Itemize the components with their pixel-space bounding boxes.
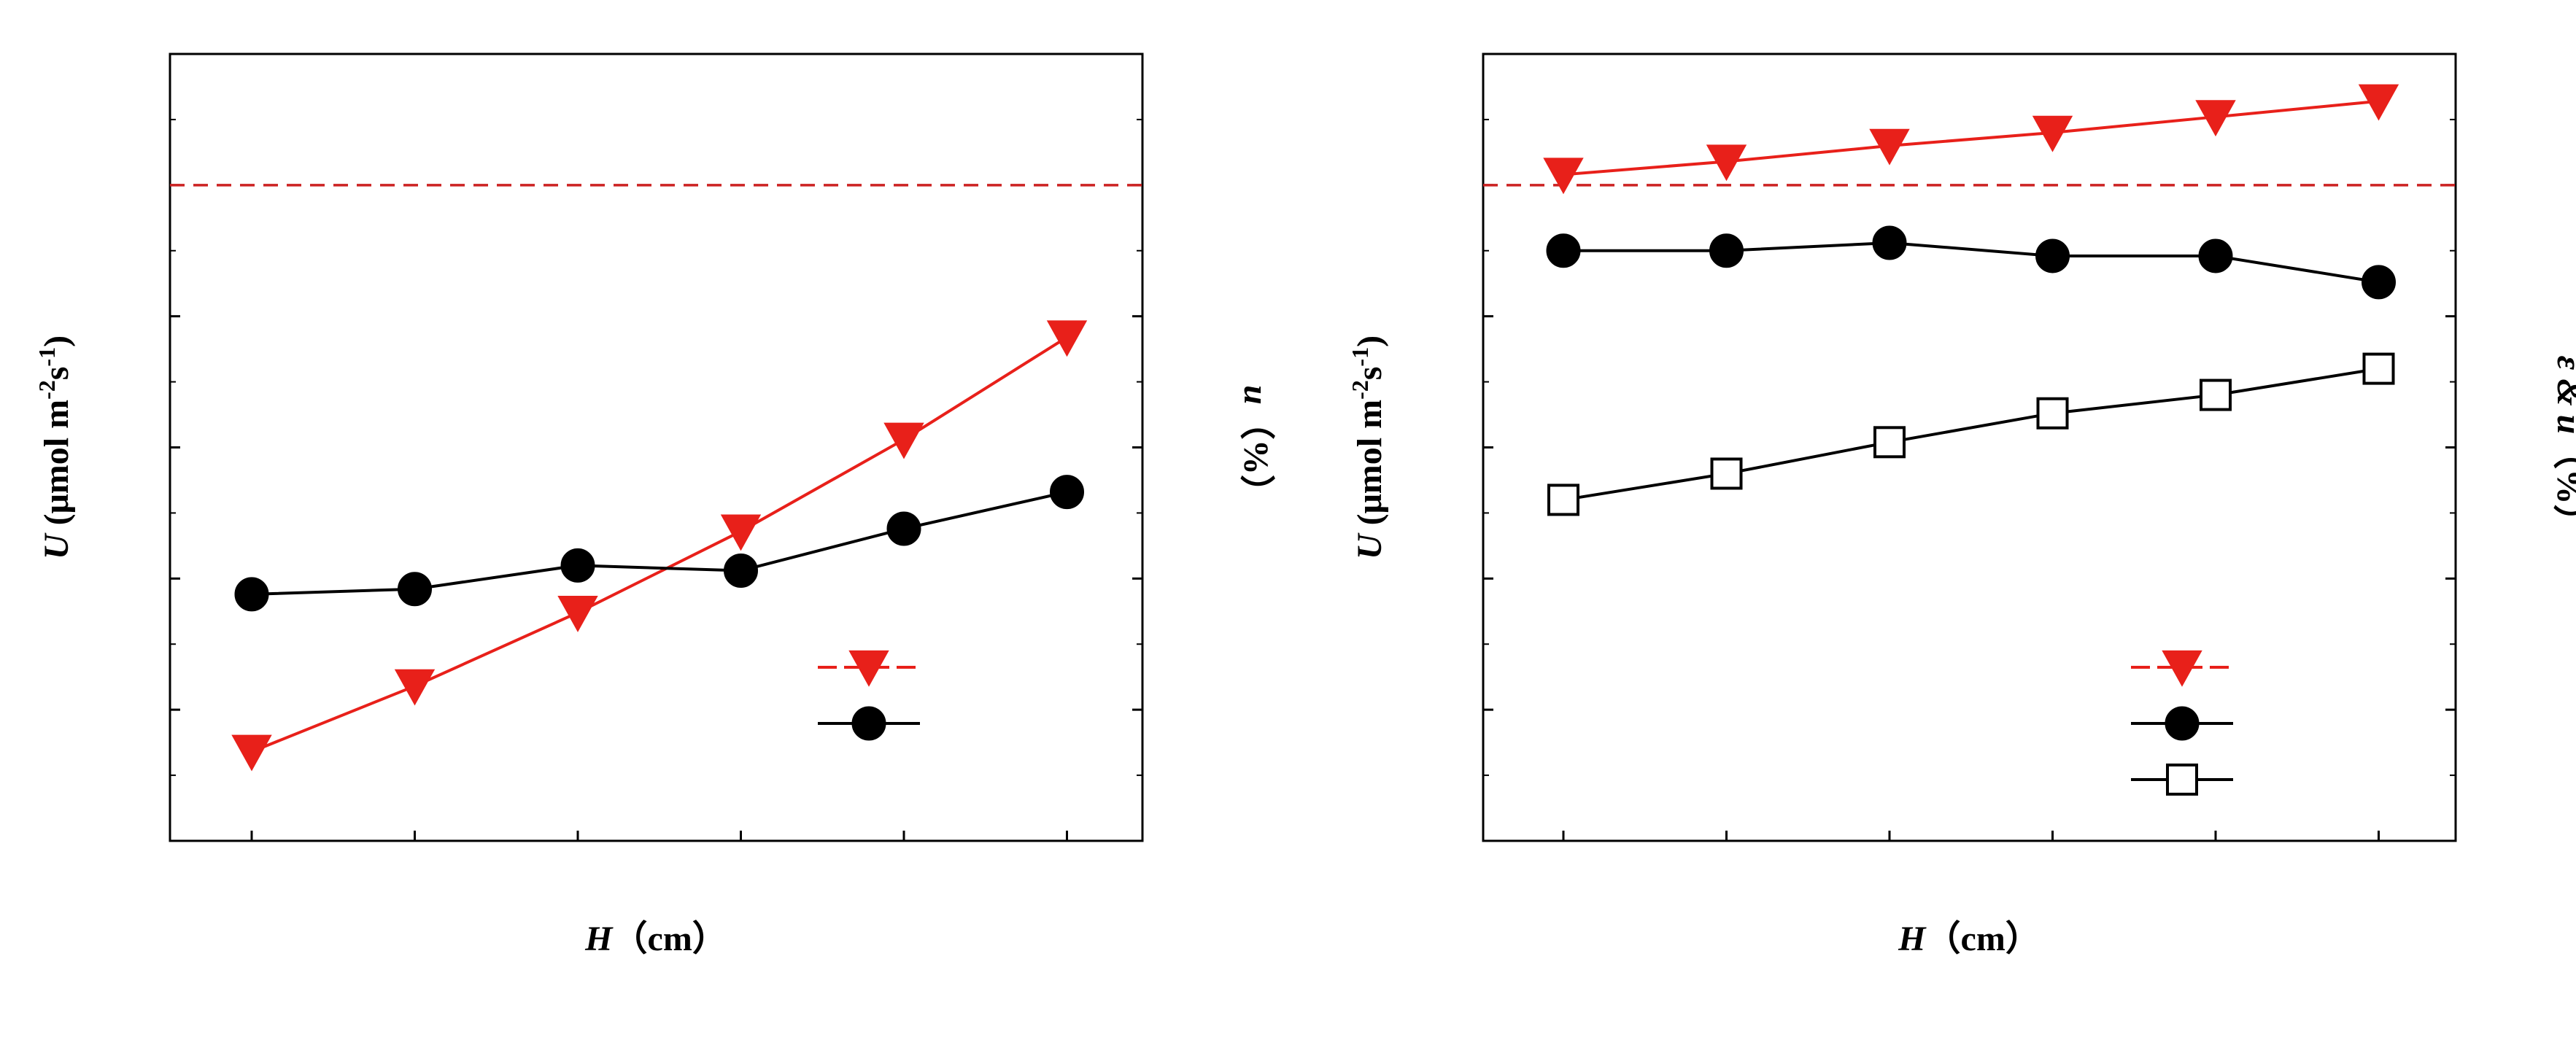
data-point-U bbox=[559, 597, 597, 631]
data-point-U bbox=[1544, 158, 1582, 193]
data-point-ε bbox=[1549, 485, 1578, 514]
plot-frame bbox=[170, 54, 1142, 841]
data-point-u bbox=[1547, 234, 1580, 268]
legend-marker-u bbox=[852, 707, 886, 740]
data-point-u bbox=[887, 512, 921, 545]
data-point-u bbox=[2199, 239, 2232, 273]
data-point-U bbox=[1048, 321, 1086, 355]
right-y-axis-label: ε & u（%） bbox=[2550, 356, 2576, 540]
data-point-u bbox=[235, 578, 268, 611]
data-point-u bbox=[2036, 239, 2070, 273]
series-line-ε bbox=[1563, 369, 2379, 500]
series-line-U bbox=[1563, 101, 2379, 175]
plot-frame bbox=[1483, 54, 2456, 841]
data-point-ε bbox=[2364, 354, 2394, 384]
data-point-u bbox=[1710, 234, 1744, 268]
data-point-u bbox=[724, 554, 758, 588]
data-point-u bbox=[398, 572, 432, 606]
data-point-u bbox=[561, 548, 595, 582]
data-point-u bbox=[2362, 265, 2396, 299]
x-axis-label: H（cm） bbox=[1898, 920, 2041, 958]
figure: H（cm） U (μmol m-2s-1) u（%） H（cm） U (μmol m-2… bbox=[0, 0, 2576, 1064]
right-y-axis-label: u（%） bbox=[1237, 385, 1275, 510]
left-y-axis-label: U (μmol m-2s-1) bbox=[34, 335, 76, 559]
left-y-axis-label: U (μmol m-2s-1) bbox=[1347, 335, 1389, 559]
series-line-U bbox=[252, 337, 1067, 751]
data-point-ε bbox=[2038, 399, 2068, 428]
chart-panel-a: H（cm） U (μmol m-2s-1) u（%） bbox=[34, 54, 1275, 958]
data-point-u bbox=[1873, 226, 1906, 260]
series-line-u bbox=[252, 492, 1067, 594]
data-point-ε bbox=[1712, 459, 1741, 488]
data-point-U bbox=[722, 515, 760, 549]
legend-marker-u bbox=[2165, 707, 2199, 740]
legend-marker-ε bbox=[2167, 765, 2197, 794]
data-point-u bbox=[1051, 475, 1084, 509]
data-point-U bbox=[885, 424, 923, 458]
series-line-u bbox=[1563, 243, 2379, 282]
data-point-ε bbox=[2201, 381, 2230, 410]
data-point-ε bbox=[1875, 427, 1904, 457]
x-axis-label: H（cm） bbox=[584, 920, 727, 958]
data-point-U bbox=[233, 736, 271, 770]
chart-panel-b: H（cm） U (μmol m-2s-1) ε & u（%） bbox=[1347, 54, 2576, 958]
data-point-U bbox=[396, 670, 434, 704]
